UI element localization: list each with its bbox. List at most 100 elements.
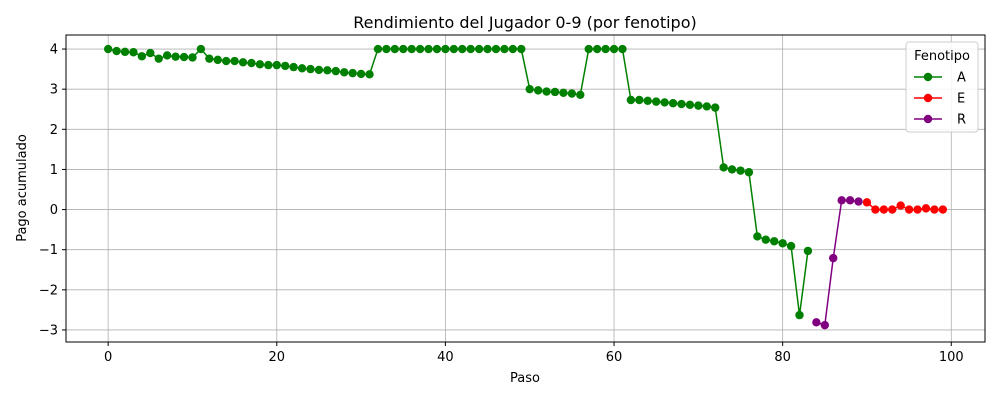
data-point-A [314,65,324,75]
data-point-A [635,95,644,105]
data-point-A [761,235,770,244]
y-tick-label: 3 [50,83,58,98]
data-point-A [500,44,509,54]
legend-frame [905,41,979,133]
data-point-A [474,44,484,54]
data-point-A [129,48,138,57]
data-point-A [753,232,762,241]
data-point-A [356,69,366,79]
ticks: 0 20 40 60 80 100 −3 −2 −1 0 1 2 3 4 [39,43,964,365]
data-point-A [466,44,475,54]
x-tick-label: 80 [774,350,791,365]
data-point-A [120,47,130,57]
data-point-A [685,100,695,110]
data-point-A [112,46,121,56]
data-point-A [584,44,593,54]
y-tick-label: 2 [50,123,58,138]
data-point-A [508,44,518,54]
data-point-A [382,44,391,54]
data-point-A [424,44,433,54]
data-point-A [786,241,796,251]
y-tick-label: 0 [50,203,58,218]
data-point-A [146,48,155,58]
data-point-A [179,52,189,62]
data-point-A [719,163,728,172]
data-point-R [845,196,855,205]
data-point-A [373,44,383,54]
data-point-A [103,44,113,54]
data-point-A [491,44,501,54]
data-point-A [247,58,256,68]
data-point-A [643,96,652,106]
data-point-A [415,44,425,54]
data-point-R [854,197,863,206]
y-tick-label: −3 [39,323,58,338]
legend-marker-A [923,72,933,82]
data-point-R [837,196,846,205]
legend-title: Fenotipo [914,49,970,64]
data-point-A [795,310,804,320]
data-point-A [449,44,459,54]
data-point-A [744,168,754,177]
data-point-R [820,320,830,330]
data-point-E [930,205,939,214]
y-tick-label: −2 [39,283,58,298]
legend-entry-A: A [914,71,966,86]
data-point-A [660,98,669,107]
x-axis-label: Paso [510,371,540,386]
data-point-A [238,58,248,67]
data-point-A [162,51,172,60]
data-point-A [340,68,349,77]
data-point-A [432,44,442,54]
data-point-A [407,44,416,54]
data-point-A [441,44,450,54]
legend-entry-E: E [914,92,965,107]
data-point-A [618,44,627,54]
chart-title: Rendimiento del Jugador 0-9 (por fenotip… [353,13,697,32]
data-point-E [921,204,931,213]
data-point-A [196,44,206,54]
y-tick-label: 1 [50,163,58,178]
y-tick-label: −1 [39,243,58,258]
data-point-A [803,246,813,256]
data-point-A [171,52,180,61]
x-tick-label: 60 [606,350,623,365]
x-tick-label: 0 [104,350,112,365]
data-point-A [281,61,290,71]
data-point-E [888,205,897,214]
data-point-A [694,101,703,110]
data-point-R [812,318,821,327]
series-line-E [866,201,943,211]
data-point-A [702,102,711,111]
data-point-A [651,97,661,106]
data-point-R [829,253,838,263]
data-point-E [862,198,872,207]
data-point-E [913,205,922,214]
data-point-A [331,66,340,76]
data-point-A [542,87,551,96]
data-point-A [567,89,577,98]
data-point-A [483,44,492,54]
grid [66,35,985,342]
data-point-A [525,84,534,94]
legend-entry-R: R [914,113,966,128]
data-point-A [668,99,678,108]
data-point-E [904,205,914,214]
legend-marker-E [923,93,933,103]
data-point-A [626,95,636,105]
x-tick-label: 20 [269,350,286,365]
data-point-A [517,44,526,54]
data-point-A [205,54,214,63]
legend-label-A: A [957,71,966,86]
data-point-A [458,44,467,54]
data-point-A [188,53,197,62]
data-point-A [348,68,357,78]
data-point-A [677,99,686,109]
legend-label-R: R [957,113,966,128]
legend: Fenotipo AER [905,41,979,133]
data-point-A [399,44,408,54]
data-point-A [297,64,307,73]
data-point-A [592,44,602,54]
y-axis-label: Pago acumulado [15,134,30,242]
